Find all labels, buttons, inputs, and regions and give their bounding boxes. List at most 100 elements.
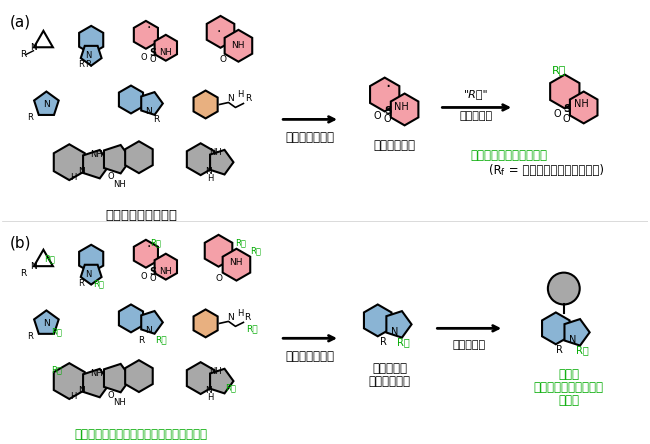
Text: (R: (R <box>489 164 502 177</box>
Text: ·: · <box>137 305 141 315</box>
Text: ペルフルオロアルキル: ペルフルオロアルキル <box>534 381 604 394</box>
Polygon shape <box>564 319 590 345</box>
Text: ·: · <box>385 78 390 95</box>
Text: f: f <box>501 168 504 177</box>
Text: ·: · <box>216 25 221 39</box>
Text: R₟: R₟ <box>155 336 166 345</box>
Text: N: N <box>30 43 37 52</box>
Text: 誘導体: 誘導体 <box>558 394 579 407</box>
Text: R₟: R₟ <box>250 246 261 255</box>
Text: ペルフルオロアルキル化: ペルフルオロアルキル化 <box>471 149 547 162</box>
Text: N: N <box>85 270 92 279</box>
Text: H: H <box>70 392 77 400</box>
Text: H: H <box>207 392 214 401</box>
Polygon shape <box>187 362 214 394</box>
Polygon shape <box>370 78 399 111</box>
Text: H: H <box>207 174 214 182</box>
Polygon shape <box>542 313 569 344</box>
Text: R: R <box>20 50 27 59</box>
Text: N: N <box>43 100 50 109</box>
Text: O: O <box>384 115 391 124</box>
Text: R₟: R₟ <box>51 366 62 375</box>
Polygon shape <box>210 369 233 393</box>
Text: O: O <box>140 53 147 62</box>
Polygon shape <box>207 16 234 48</box>
Polygon shape <box>194 309 218 337</box>
Text: N: N <box>205 385 212 395</box>
Text: スクリーニング: スクリーニング <box>285 131 335 144</box>
Polygon shape <box>34 310 58 334</box>
Text: スクリーニング: スクリーニング <box>285 350 335 363</box>
Text: O: O <box>374 111 382 121</box>
Text: NH: NH <box>159 267 172 276</box>
Text: 化合物ライブラリー: 化合物ライブラリー <box>105 209 177 222</box>
Polygon shape <box>187 143 214 175</box>
Text: リード化合物: リード化合物 <box>369 375 411 388</box>
Text: N: N <box>227 94 234 103</box>
Polygon shape <box>79 245 103 273</box>
Text: N: N <box>85 51 92 60</box>
Polygon shape <box>83 369 110 397</box>
Text: = ペルフルオロアルキル基): = ペルフルオロアルキル基) <box>505 164 604 177</box>
Text: R: R <box>85 60 91 69</box>
Polygon shape <box>81 265 101 285</box>
Text: N: N <box>146 326 152 335</box>
Text: NH: NH <box>112 398 125 408</box>
Text: O: O <box>108 391 114 400</box>
Polygon shape <box>386 311 411 337</box>
Text: ·: · <box>137 87 141 96</box>
Polygon shape <box>79 26 103 54</box>
Text: NH: NH <box>209 367 222 376</box>
Text: R₟: R₟ <box>552 65 566 75</box>
Text: N: N <box>205 166 212 176</box>
Text: H: H <box>237 90 244 99</box>
Polygon shape <box>141 311 162 334</box>
Polygon shape <box>194 91 218 119</box>
Text: ペルフルオロアルキル化合物ライブラリー: ペルフルオロアルキル化合物ライブラリー <box>74 428 207 441</box>
Text: R: R <box>380 337 387 347</box>
Text: 新規な: 新規な <box>558 368 579 381</box>
Text: "R₟": "R₟" <box>464 90 489 99</box>
Text: ·: · <box>231 159 234 169</box>
Text: N: N <box>43 319 50 328</box>
Polygon shape <box>34 91 58 115</box>
Text: H: H <box>70 173 77 182</box>
Circle shape <box>548 273 580 305</box>
Text: ·: · <box>147 240 151 254</box>
Polygon shape <box>119 86 143 113</box>
Text: S: S <box>150 267 157 277</box>
Text: N: N <box>391 327 398 337</box>
Text: N: N <box>569 335 577 345</box>
Polygon shape <box>225 30 252 62</box>
Text: S: S <box>563 104 571 115</box>
Text: R₟: R₟ <box>577 345 589 355</box>
Text: NH: NH <box>209 148 222 157</box>
Polygon shape <box>134 240 158 268</box>
Text: NH: NH <box>229 258 242 267</box>
Text: R: R <box>20 269 27 278</box>
Text: S: S <box>384 107 391 116</box>
Polygon shape <box>223 249 250 281</box>
Text: S: S <box>150 48 157 58</box>
Text: R: R <box>27 113 33 122</box>
Polygon shape <box>205 235 232 267</box>
Text: NH: NH <box>395 103 409 112</box>
Text: R₟: R₟ <box>93 279 103 288</box>
Text: N: N <box>30 262 37 271</box>
Polygon shape <box>141 92 162 115</box>
Text: R: R <box>78 60 84 69</box>
Polygon shape <box>81 46 101 66</box>
Text: N: N <box>227 313 234 322</box>
Polygon shape <box>134 21 158 49</box>
Polygon shape <box>104 145 131 174</box>
Text: ユニークな: ユニークな <box>372 362 407 375</box>
Polygon shape <box>364 305 391 336</box>
Polygon shape <box>391 94 419 125</box>
Text: O: O <box>150 274 156 283</box>
Text: 構造最適化: 構造最適化 <box>460 111 493 122</box>
Polygon shape <box>570 91 597 123</box>
Polygon shape <box>104 364 131 392</box>
Text: R₟: R₟ <box>44 254 55 263</box>
Text: O: O <box>215 274 222 283</box>
Text: O: O <box>553 109 561 119</box>
